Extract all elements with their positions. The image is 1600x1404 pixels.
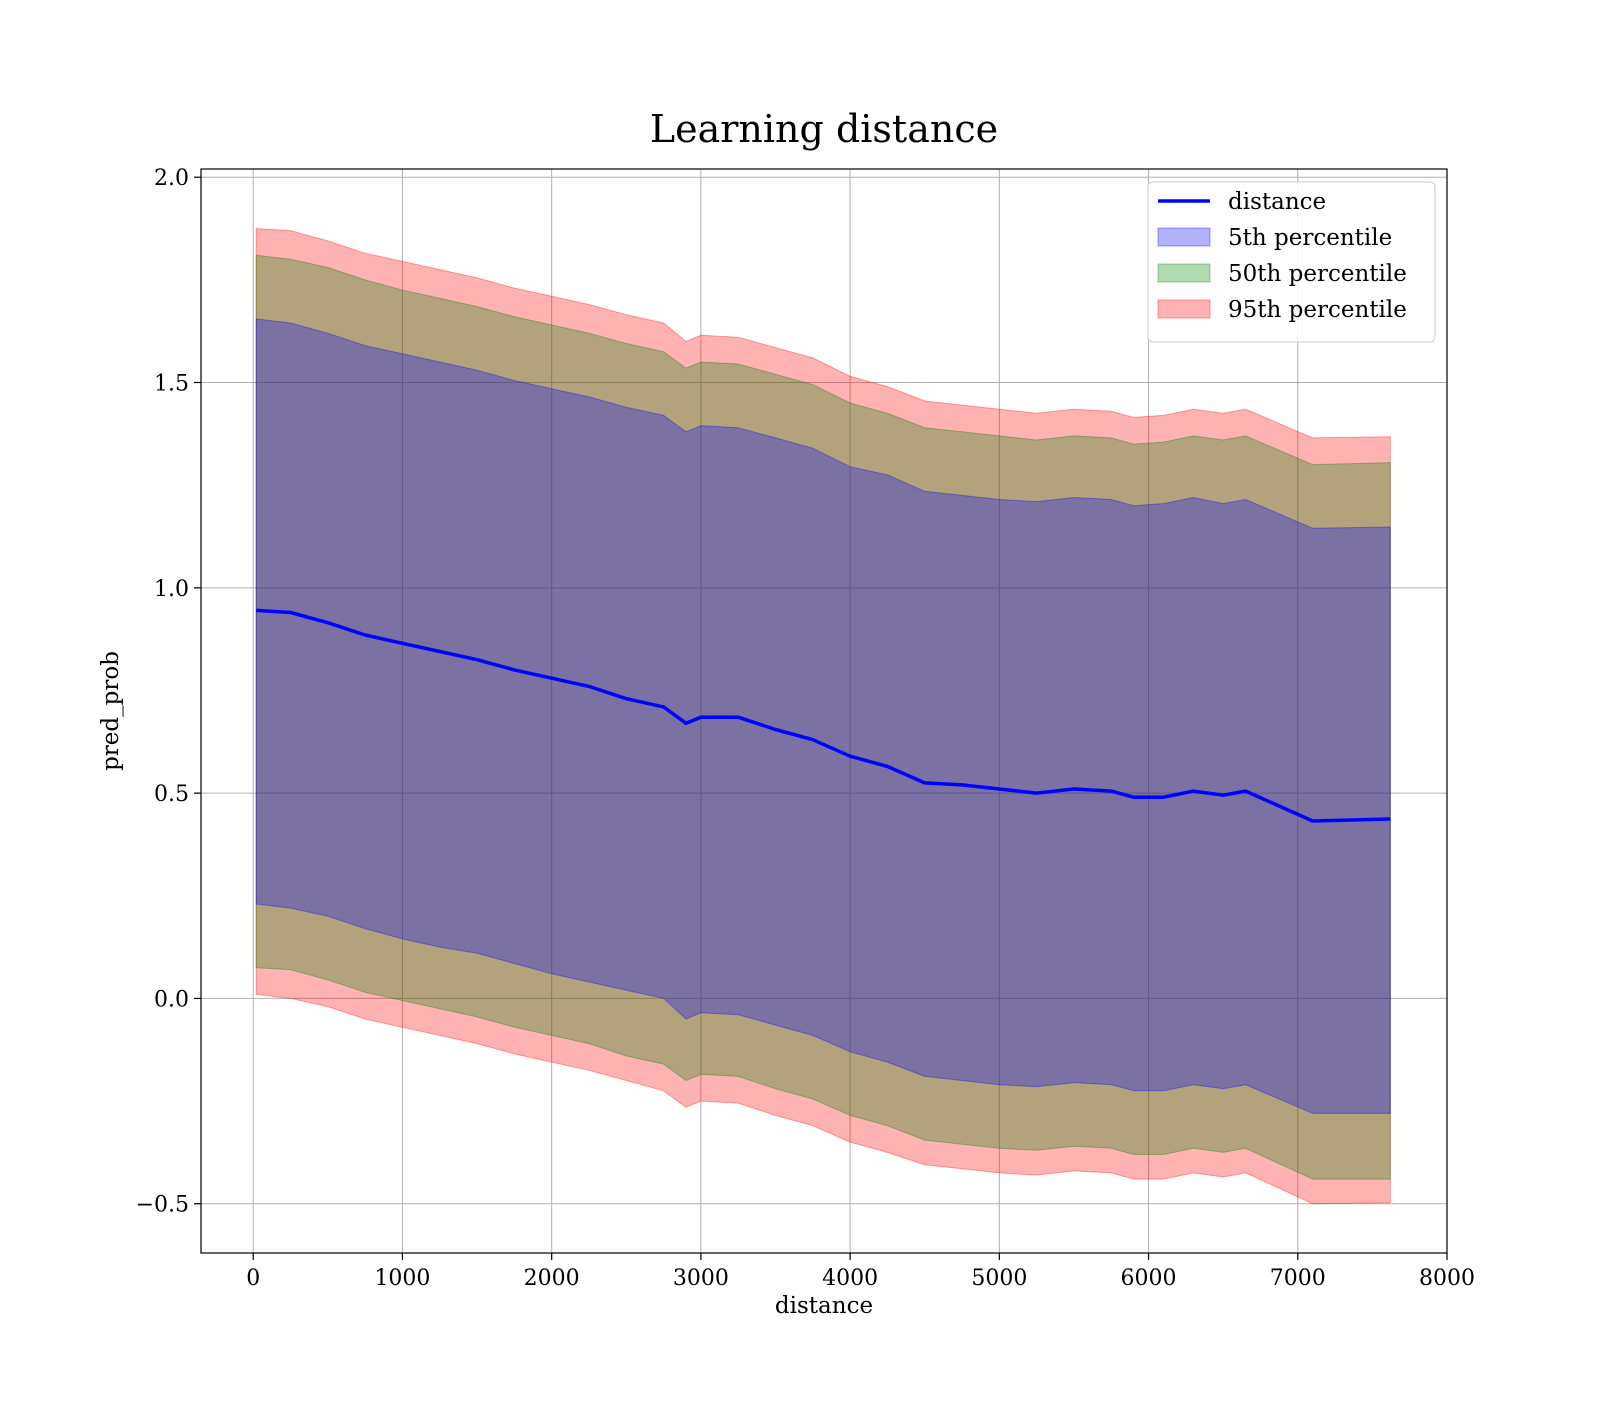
chart-title: Learning distance: [650, 107, 998, 151]
grid: [201, 169, 1448, 1253]
band-95th-percentile: [255, 227, 1391, 1205]
y-tick-label: 1.0: [154, 577, 189, 602]
y-tick-label: 2.0: [154, 166, 189, 191]
x-tick-label: 7000: [1270, 1266, 1326, 1291]
lines: [256, 608, 1391, 823]
x-tick-label: 3000: [673, 1266, 729, 1291]
legend-label: 95th percentile: [1228, 297, 1407, 323]
x-tick-label: 8000: [1419, 1266, 1475, 1291]
x-tick-label: 4000: [822, 1266, 878, 1291]
band-50th-percentile: [255, 254, 1391, 1180]
legend-label: 5th percentile: [1228, 225, 1392, 251]
legend-label: distance: [1228, 189, 1326, 215]
legend-swatch-band: [1157, 227, 1211, 247]
legend-label: 50th percentile: [1228, 261, 1407, 287]
y-axis-label: pred_prob: [98, 651, 124, 771]
legend: distance 5th percentile 50th percentile 95t…: [1147, 181, 1436, 343]
x-axis-label: distance: [775, 1293, 873, 1319]
bands: [255, 227, 1391, 1205]
x-tick-label: 0: [246, 1266, 260, 1291]
x-tick-label: 6000: [1121, 1266, 1177, 1291]
x-tick-label: 5000: [971, 1266, 1027, 1291]
legend-swatch-band: [1157, 263, 1211, 283]
ticks: 0 1000 2000 3000 4000 5000 6000 7000 8000 −0.5 0.0…: [136, 166, 1475, 1291]
x-tick-label: 2000: [524, 1266, 580, 1291]
legend-swatch-band: [1157, 299, 1211, 319]
y-tick-label: 1.5: [154, 372, 189, 397]
y-tick-label: −0.5: [136, 1193, 189, 1218]
band-5th-percentile: [255, 318, 1391, 1114]
y-tick-label: 0.0: [154, 987, 189, 1012]
plot-frame: [200, 168, 1448, 1254]
legend-box: [1147, 181, 1436, 343]
series-line-distance: [256, 608, 1391, 823]
x-tick-label: 1000: [374, 1266, 430, 1291]
y-tick-label: 0.5: [154, 782, 189, 807]
